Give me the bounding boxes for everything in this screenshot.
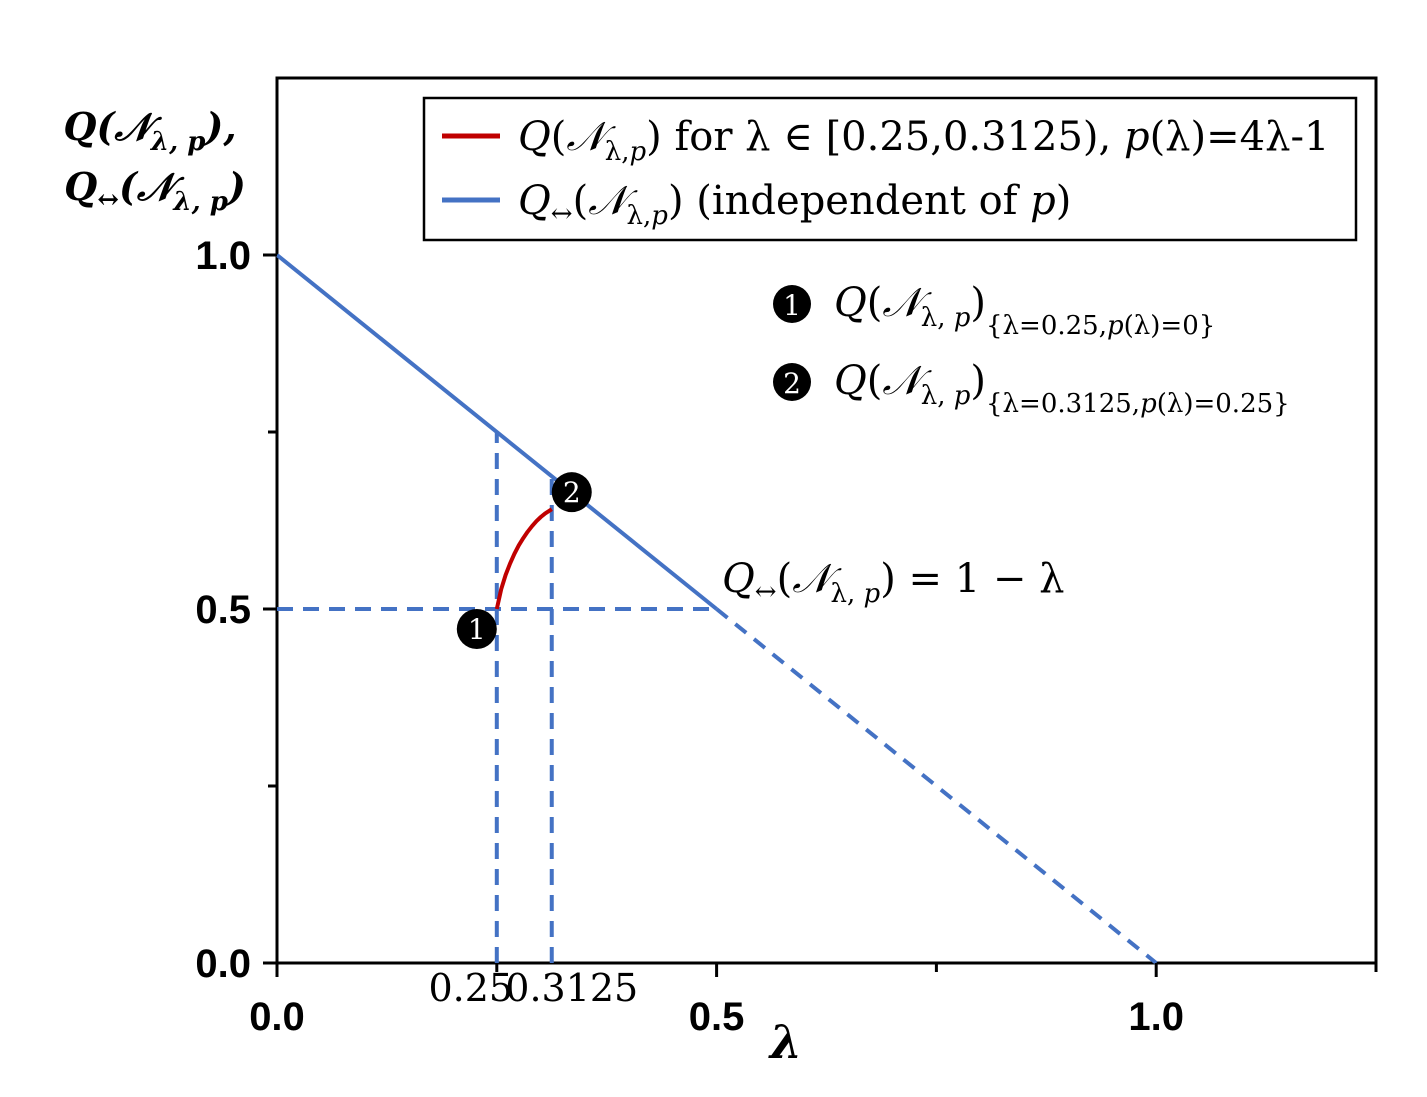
legend-entry-blue: Q↔(𝒩λ,p) (independent of p) [518, 178, 1071, 231]
legend-box [422, 96, 1358, 242]
x-tick-label: 1.0 [1128, 995, 1184, 1039]
marker-key: 1 Q(𝒩λ, p){λ=0.25,p(λ)=0} 2 Q(𝒩λ, p){λ=0… [773, 280, 1290, 419]
marker-key-2-number: 2 [783, 367, 801, 400]
y-tick-label: 1.0 [195, 234, 251, 278]
x-axis-title: λ [768, 1015, 802, 1069]
marker-1-label: 1 [468, 613, 486, 646]
legend: Q(𝒩λ,p) for λ ∈ [0.25,0.3125), p(λ)=4λ-1… [422, 96, 1358, 242]
y-axis-title-line1: Q(𝒩λ, p), [63, 104, 236, 157]
y-axis-title: Q(𝒩λ, p), Q↔(𝒩λ, p) [63, 104, 246, 217]
x-extra-label: 0.3125 [505, 966, 638, 1010]
marker-key-1-number: 1 [783, 289, 801, 322]
x-tick-label: 0.0 [249, 995, 305, 1039]
y-axis-title-line2: Q↔(𝒩λ, p) [64, 164, 246, 217]
marker-key-1-circle [773, 285, 811, 323]
marker-2-label: 2 [563, 476, 581, 509]
guide-lines [277, 432, 717, 963]
series-group [275, 253, 1158, 965]
y-tick-label: 0.0 [195, 942, 251, 986]
x-tick-label: 0.5 [689, 995, 745, 1039]
axis-tick-labels: 0.0 0.5 1.0 0.0 0.5 1.0 0.250.3125 [195, 234, 1184, 1039]
series-blue-dashed [715, 607, 1158, 965]
legend-entry-red: Q(𝒩λ,p) for λ ∈ [0.25,0.3125), p(λ)=4λ-1 [518, 114, 1329, 167]
marker-key-2-circle [773, 363, 811, 401]
line-equation: Q↔(𝒩λ, p) = 1 − λ [722, 556, 1065, 609]
x-extra-label: 0.25 [428, 966, 513, 1010]
series-blue-solid [275, 253, 718, 611]
marker-key-1-text: Q(𝒩λ, p){λ=0.25,p(λ)=0} [834, 280, 1215, 341]
y-tick-label: 0.5 [195, 588, 251, 632]
axis-ticks [263, 253, 1378, 977]
marker-key-2-text: Q(𝒩λ, p){λ=0.3125,p(λ)=0.25} [834, 358, 1290, 419]
series-red [494, 507, 553, 610]
marker-1-circle [456, 609, 497, 649]
markers: 12 [456, 472, 592, 649]
marker-2-circle [551, 472, 592, 513]
plot-frame [275, 76, 1378, 965]
